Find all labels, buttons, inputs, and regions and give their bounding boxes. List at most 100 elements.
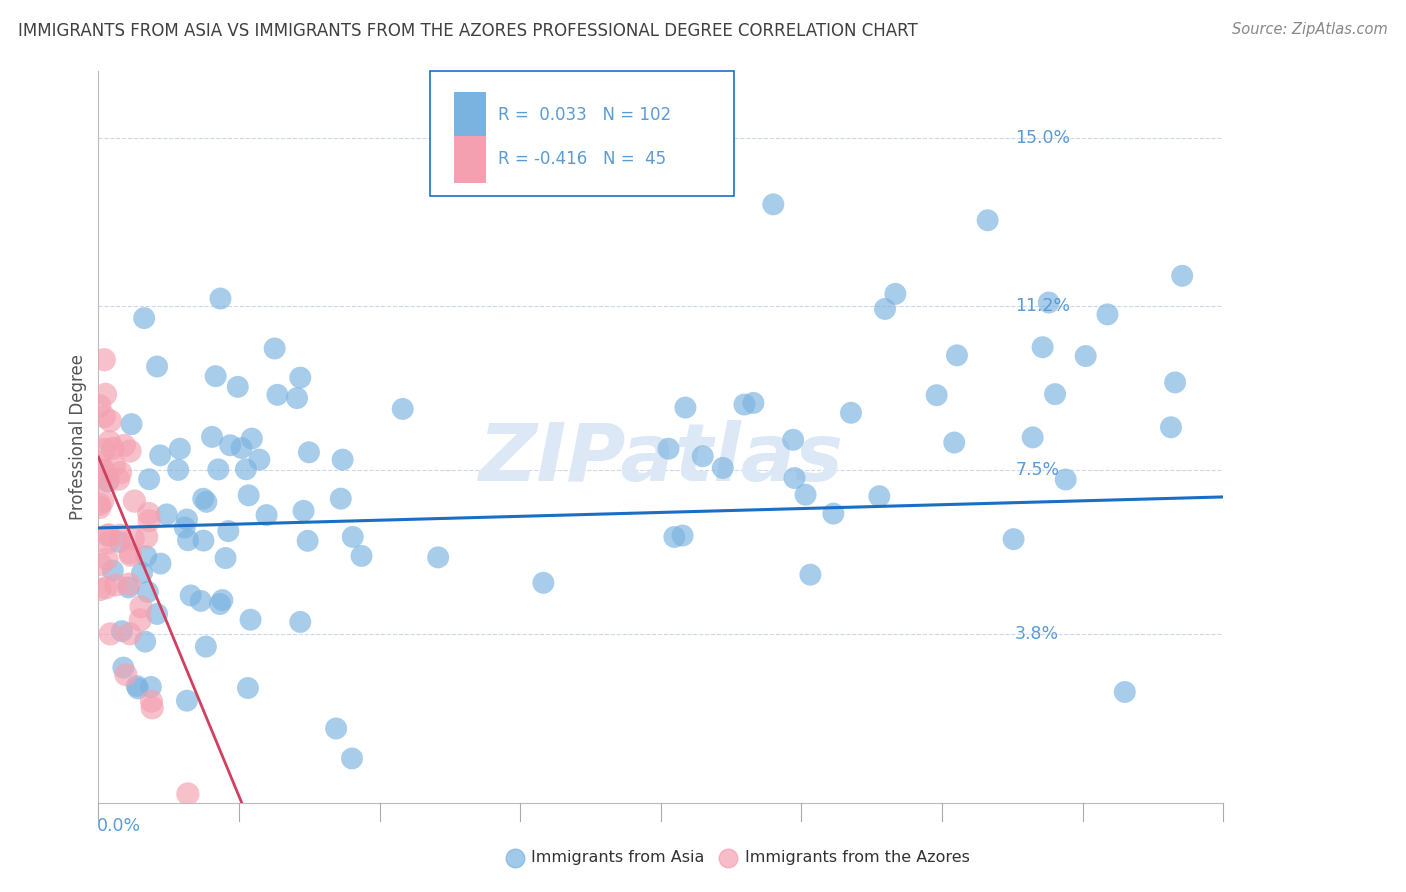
Point (297, 533, 319, 548)
Point (117, 581, 139, 595)
Point (290, 615, 312, 629)
Point (177, 533, 200, 548)
Point (247, 452, 270, 467)
Point (110, 466, 132, 480)
Point (204, 369, 226, 384)
Point (98, 627, 121, 641)
Point (193, 533, 215, 548)
Point (120, 546, 142, 560)
Point (108, 528, 131, 542)
Text: Immigrants from the Azores: Immigrants from the Azores (745, 850, 970, 865)
Point (129, 613, 152, 627)
Point (1054, 473, 1077, 487)
Point (1164, 376, 1187, 390)
Point (97, 528, 120, 542)
Point (112, 660, 135, 674)
Point (219, 438, 242, 452)
Point (1160, 420, 1182, 434)
Point (101, 564, 124, 578)
Text: IMMIGRANTS FROM ASIA VS IMMIGRANTS FROM THE AZORES PROFESSIONAL DEGREE CORRELATI: IMMIGRANTS FROM ASIA VS IMMIGRANTS FROM … (18, 22, 918, 40)
Point (94, 581, 117, 595)
Point (1002, 532, 1025, 546)
Point (884, 286, 907, 301)
Point (664, 530, 686, 544)
Point (350, 549, 373, 563)
Point (118, 577, 141, 591)
Point (134, 311, 156, 326)
Point (97, 475, 120, 489)
Point (285, 391, 308, 405)
Point (141, 694, 163, 708)
Point (89, 500, 111, 515)
Point (946, 348, 969, 362)
Point (138, 514, 160, 528)
Point (98, 434, 121, 449)
Point (1074, 349, 1097, 363)
Point (135, 549, 157, 564)
Point (177, 787, 200, 801)
Point (195, 495, 218, 509)
Point (93, 442, 115, 457)
Point (138, 472, 160, 486)
Point (263, 342, 285, 356)
Y-axis label: Professional Degree: Professional Degree (69, 354, 87, 520)
Point (156, 508, 179, 522)
Point (211, 593, 233, 607)
Point (340, 751, 363, 765)
Point (118, 627, 141, 641)
Point (671, 528, 693, 542)
Point (1114, 685, 1136, 699)
Point (711, 461, 734, 475)
Point (108, 534, 131, 549)
Text: R = -0.416   N =  45: R = -0.416 N = 45 (498, 150, 666, 168)
Point (214, 551, 236, 566)
Point (101, 442, 124, 456)
Point (125, 679, 148, 693)
Point (173, 520, 195, 534)
Point (131, 566, 153, 580)
Point (96, 535, 118, 549)
Point (342, 530, 364, 544)
Point (111, 624, 134, 639)
Point (90, 558, 112, 572)
Point (325, 722, 347, 736)
Point (839, 406, 862, 420)
Point (146, 359, 169, 374)
Point (89, 497, 111, 511)
Point (190, 594, 212, 608)
Point (231, 441, 253, 455)
Point (93, 352, 115, 367)
Point (98, 414, 121, 428)
Point (657, 442, 679, 456)
Point (136, 585, 159, 599)
Point (873, 301, 896, 316)
Point (104, 578, 127, 592)
Point (1171, 268, 1194, 283)
Point (209, 292, 232, 306)
Point (1032, 340, 1054, 354)
Point (329, 491, 352, 506)
Point (112, 438, 135, 452)
Point (107, 472, 129, 486)
Point (139, 680, 162, 694)
Text: 0.0%: 0.0% (97, 817, 141, 836)
Point (89, 472, 111, 486)
Point (176, 694, 198, 708)
Point (427, 550, 450, 565)
Point (692, 449, 714, 463)
Point (208, 597, 231, 611)
Point (169, 442, 191, 456)
Point (238, 488, 260, 502)
Point (141, 701, 163, 715)
Point (1038, 295, 1060, 310)
Point (266, 388, 288, 402)
Point (93, 409, 115, 424)
Point (783, 471, 806, 485)
Point (89, 455, 111, 469)
Point (943, 435, 966, 450)
Point (89, 399, 111, 413)
FancyBboxPatch shape (454, 136, 486, 183)
Point (1097, 307, 1119, 321)
Point (733, 398, 755, 412)
Point (138, 507, 160, 521)
